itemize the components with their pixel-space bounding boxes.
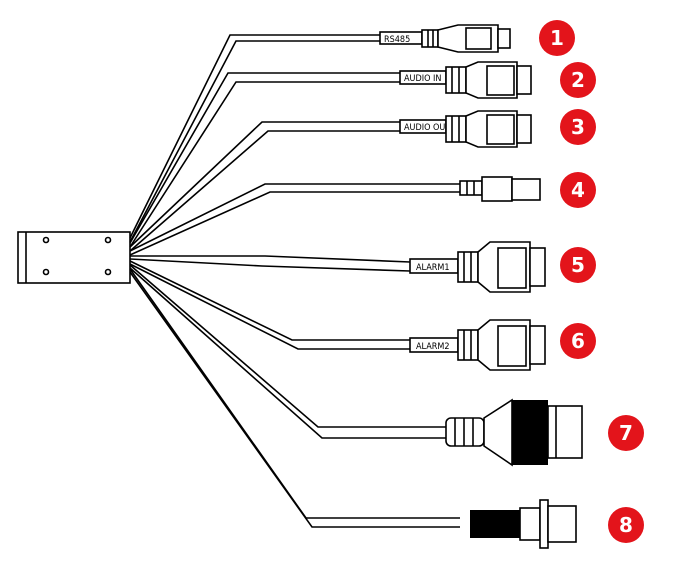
badge-6: 6: [560, 323, 596, 359]
audio-out-label: AUDIO OUT: [404, 123, 450, 133]
svg-text:7: 7: [619, 421, 633, 445]
mounting-bracket: [17, 231, 131, 284]
alarm2-label: ALARM2: [416, 342, 450, 352]
svg-text:5: 5: [571, 253, 585, 277]
svg-text:2: 2: [571, 68, 585, 92]
svg-text:1: 1: [550, 26, 564, 50]
badge-1: 1: [539, 20, 575, 56]
alarm2-connector: ALARM2: [409, 319, 546, 371]
svg-text:6: 6: [571, 329, 585, 353]
rs485-connector: RS485: [379, 24, 511, 53]
network-connector: [445, 398, 583, 467]
audio-out-connector: AUDIO OUT: [399, 110, 532, 148]
alarm1-connector: ALARM1: [409, 241, 546, 293]
svg-text:8: 8: [619, 513, 633, 537]
audio-in-label: AUDIO IN: [404, 74, 441, 84]
audio-in-connector: AUDIO IN: [399, 61, 532, 99]
rs485-label: RS485: [384, 35, 410, 45]
cables: [129, 34, 460, 528]
badge-7: 7: [608, 415, 644, 451]
svg-text:4: 4: [571, 178, 585, 202]
badge-8: 8: [608, 507, 644, 543]
badge-4: 4: [560, 172, 596, 208]
m12-connector: [470, 499, 577, 549]
badge-5: 5: [560, 247, 596, 283]
alarm1-label: ALARM1: [416, 263, 450, 273]
power-connector: [459, 176, 541, 202]
badge-2: 2: [560, 62, 596, 98]
svg-text:3: 3: [571, 115, 585, 139]
badge-3: 3: [560, 109, 596, 145]
